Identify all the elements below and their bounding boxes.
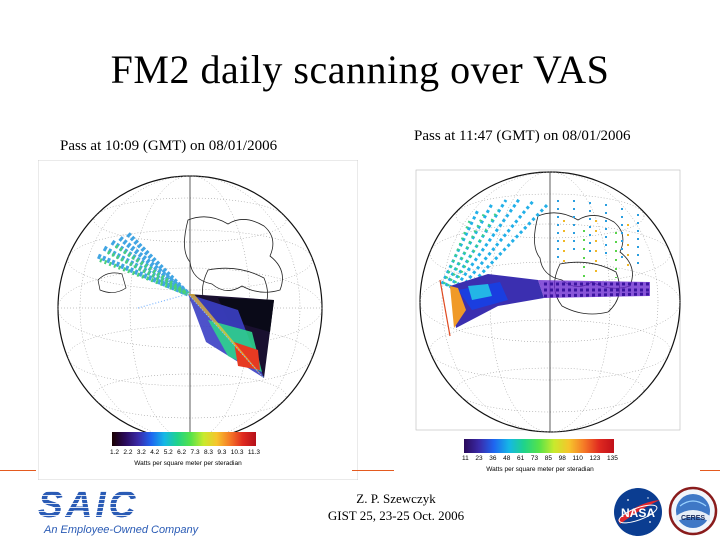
right-scan-swath [439,197,651,337]
author-name: Z. P. Szewczyk [356,491,436,506]
right-tick: 23 [475,455,483,462]
right-tick: 11 [462,455,469,462]
right-colorbar [464,439,614,453]
left-colorbar-label: Watts per square meter per steradian [134,460,242,467]
ceres-logo-text: CERES [681,515,705,522]
left-tick: 5.2 [163,449,173,456]
nasa-logo: NASA [614,488,662,536]
right-tick: 123 [589,455,601,462]
saic-logo-text: SAIC [38,484,139,525]
left-tick: 1.2 [110,449,120,456]
left-tick: 9.3 [217,449,227,456]
left-colorbar-ticks: 1.2 2.2 3.2 4.2 5.2 6.2 7.3 8.3 9.3 10.3… [110,449,260,456]
ceres-logo: CERES [668,486,718,536]
right-globe [419,171,681,433]
right-colorbar-ticks: 11 23 36 48 61 73 85 98 110 123 135 [462,455,618,462]
event-name: GIST 25, 23-25 Oct. 2006 [327,508,465,523]
footer-rule-right [700,470,720,471]
left-panel-caption: Pass at 10:09 (GMT) on 08/01/2006 [60,138,278,154]
right-panel-caption: Pass at 11:47 (GMT) on 08/01/2006 [414,128,631,144]
left-tick: 4.2 [150,449,160,456]
left-tick: 2.2 [123,449,133,456]
right-tick: 85 [544,455,552,462]
right-tick: 98 [558,455,566,462]
footer-credit: Z. P. Szewczyk GIST 25, 23-25 Oct. 2006 [306,490,486,524]
left-tick: 3.2 [136,449,146,456]
footer-rule-middle [352,470,394,471]
right-tick: 73 [530,455,539,462]
left-globe-plot [38,160,358,480]
right-pass-map: 11 23 36 48 61 73 85 98 110 123 135 Watt… [388,160,708,480]
left-pass-map: 1.2 2.2 3.2 4.2 5.2 6.2 7.3 8.3 9.3 10.3… [38,160,358,480]
left-tick: 7.3 [190,449,200,456]
right-tick: 110 [572,455,583,462]
footer-rule-left [0,470,36,471]
left-globe [57,175,323,441]
right-globe-plot [415,169,681,433]
right-tick: 36 [489,455,497,462]
right-tick: 48 [503,455,511,462]
right-tick: 61 [517,455,525,462]
nasa-logo-text: NASA [621,506,655,520]
right-tick: 135 [607,455,618,462]
left-scan-swath [97,232,274,379]
left-tick: 10.3 [230,449,244,456]
saic-tagline: An Employee-Owned Company [44,524,199,536]
left-colorbar [112,432,256,446]
slide-title: FM2 daily scanning over VAS [110,47,610,92]
left-tick: 6.2 [177,449,187,456]
right-colorbar-label: Watts per square meter per steradian [486,466,594,473]
saic-logo: SAIC An Employee-Owned Company [38,484,208,540]
left-tick: 11.3 [247,449,260,456]
left-tick: 8.3 [203,449,213,456]
